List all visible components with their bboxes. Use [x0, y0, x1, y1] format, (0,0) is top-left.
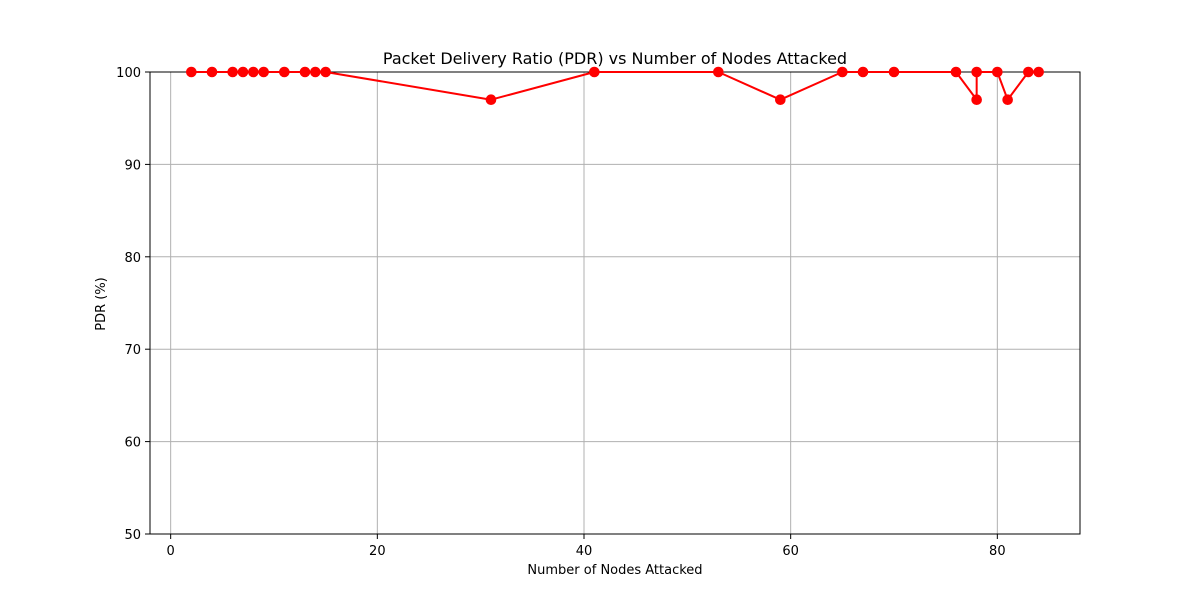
data-point [320, 66, 331, 78]
data-point [589, 66, 600, 78]
data-point [248, 66, 259, 78]
x-tick-label: 60 [782, 544, 799, 559]
data-point [1023, 66, 1034, 78]
y-tick-label: 70 [124, 343, 141, 358]
data-point [713, 66, 724, 78]
data-point [775, 94, 786, 106]
data-point [992, 66, 1003, 78]
data-point [1002, 94, 1013, 106]
x-tick-label: 0 [167, 544, 175, 559]
y-tick-label: 90 [124, 158, 141, 173]
data-point [888, 66, 900, 78]
data-point [227, 66, 238, 78]
y-tick-label: 50 [124, 528, 141, 543]
data-point [186, 66, 197, 78]
tick-labels: 0 20 40 60 80 50 60 70 80 90 100 [116, 66, 1005, 559]
data-point [237, 66, 249, 78]
data-point [971, 94, 982, 106]
y-axis-label: PDR (%) [94, 277, 109, 331]
data-point [206, 66, 218, 78]
data-point [1033, 66, 1044, 78]
y-tick-label: 80 [124, 251, 141, 266]
data-point [857, 66, 869, 78]
data-point [971, 66, 982, 78]
x-tick-label: 40 [576, 544, 593, 559]
data-point [310, 66, 321, 78]
data-point [279, 66, 290, 78]
y-tick-label: 100 [116, 66, 141, 81]
chart-title: Packet Delivery Ratio (PDR) vs Number of… [383, 49, 847, 68]
data-point [299, 66, 311, 78]
x-axis-label: Number of Nodes Attacked [527, 563, 702, 578]
data-point [258, 66, 269, 78]
series-group [186, 66, 1044, 106]
data-point [837, 66, 848, 78]
y-tick-label: 60 [124, 436, 141, 451]
x-tick-label: 80 [989, 544, 1006, 559]
x-tick-label: 20 [369, 544, 386, 559]
data-point [485, 94, 497, 106]
data-point [950, 66, 962, 78]
